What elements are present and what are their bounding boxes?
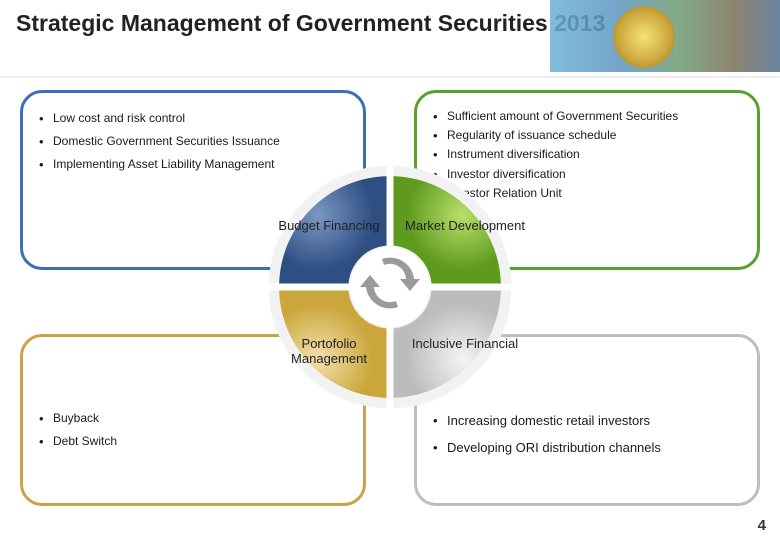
page-number: 4 [758, 517, 766, 534]
header: Strategic Management of Government Secur… [0, 0, 780, 78]
quadrant-label-tr: Market Development [400, 218, 530, 233]
list-item: Sufficient amount of Government Securiti… [433, 107, 741, 126]
list-item: Developing ORI distribution channels [433, 434, 741, 461]
quadrant-label-tl: Budget Financing [264, 218, 394, 233]
list-item: Domestic Government Securities Issuance [39, 130, 347, 153]
cycle-arrows-icon [358, 251, 422, 315]
list-item: Debt Switch [39, 430, 347, 453]
stage: Low cost and risk control Domestic Gover… [0, 78, 780, 514]
quadrant-label-br: Inclusive Financial [400, 336, 530, 351]
quadrant-label-bl: Portofolio Management [264, 336, 394, 366]
list-item: Regularity of issuance schedule [433, 126, 741, 145]
garuda-emblem [613, 6, 675, 68]
list-item: Low cost and risk control [39, 107, 347, 130]
